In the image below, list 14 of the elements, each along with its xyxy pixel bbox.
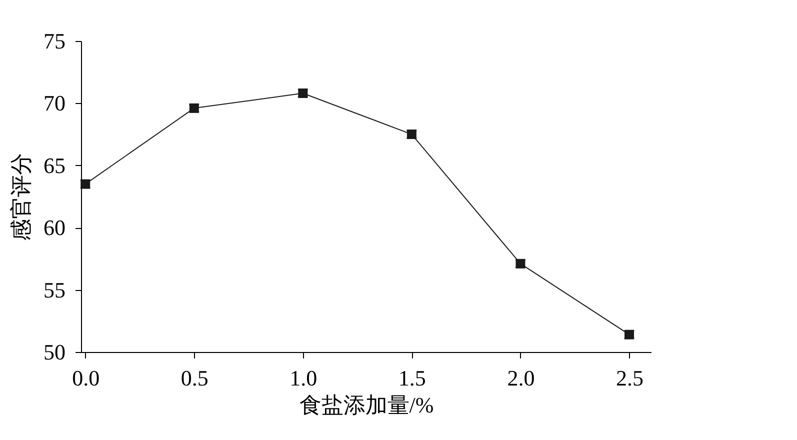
x-tick-label: 2.0 (507, 366, 535, 390)
y-tick-label: 50 (44, 340, 66, 364)
y-axis-title: 感官评分 (8, 153, 34, 241)
x-tick-label: 1.0 (290, 366, 318, 390)
x-tick-label: 2.5 (616, 366, 644, 390)
x-tick-label: 0.5 (180, 366, 208, 390)
y-tick-label: 75 (44, 28, 66, 54)
y-tick-label: 55 (44, 277, 66, 302)
y-tick-label: 70 (44, 90, 66, 116)
y-tick-label: 60 (44, 215, 66, 240)
x-axis-title: 食盐添加量/% (299, 392, 434, 418)
y-tick-label: 65 (44, 152, 66, 178)
x-tick-label: 0.0 (72, 366, 100, 390)
x-tick-label: 1.5 (398, 366, 426, 390)
